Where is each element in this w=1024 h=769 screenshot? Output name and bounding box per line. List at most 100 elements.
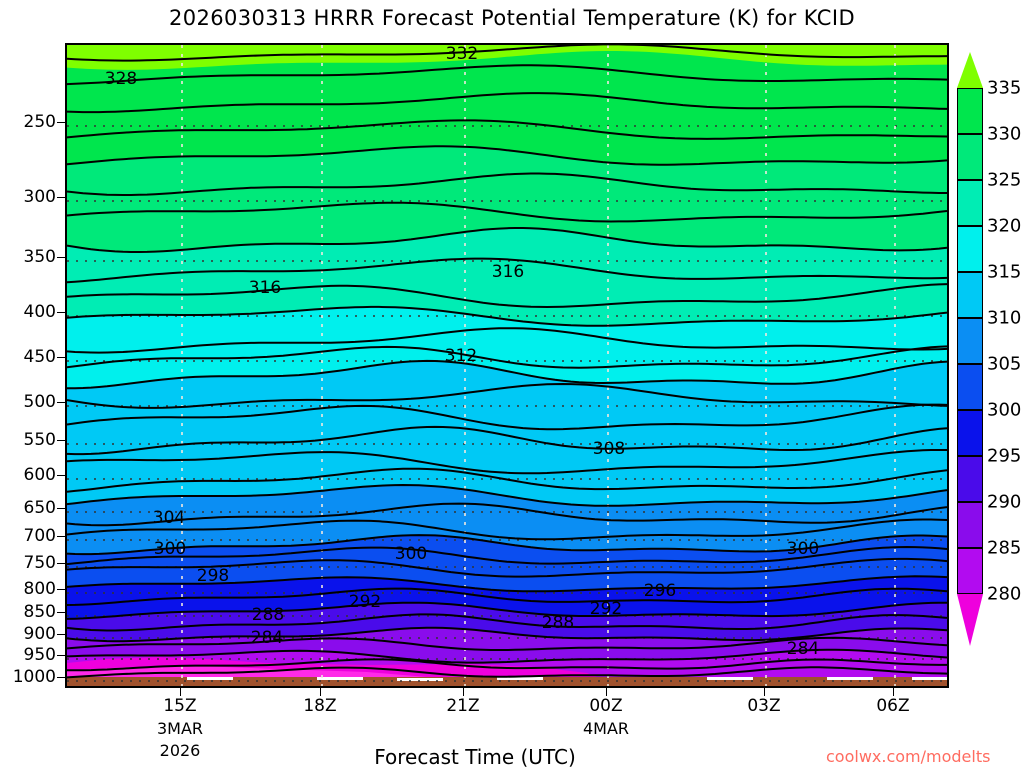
colorbar-tick-335: 335: [987, 77, 1022, 99]
contour-label-text: 312: [445, 346, 477, 366]
y-axis-tick-800: [57, 589, 65, 590]
contour-label-text: 304: [153, 508, 185, 528]
y-axis-label-850: 850: [23, 602, 56, 622]
y-axis-tick-450: [57, 357, 65, 358]
x-axis-label-15Z: 15Z: [163, 696, 197, 716]
contour-line-27: [67, 601, 947, 620]
contour-line-19: [67, 483, 947, 507]
page-title: 2026030313 HRRR Forecast Potential Tempe…: [168, 6, 856, 30]
y-axis-label-300: 300: [23, 187, 56, 207]
surface-gap-5: [827, 677, 873, 680]
colorbar-segment-290: [957, 502, 983, 548]
watermark: coolwx.com/modelts: [826, 747, 991, 766]
colorbar-segment-300: [957, 410, 983, 456]
contour-line-25: [67, 575, 947, 593]
contour-line-13: [67, 359, 947, 390]
contour-label-text: 296: [644, 581, 676, 601]
contour-line-28: [67, 613, 947, 632]
contour-label: 304: [153, 508, 185, 528]
colorbar-tick-285: 285: [987, 537, 1022, 559]
x-axis-tick-15Z: [180, 688, 181, 696]
y-axis-tick-600: [57, 475, 65, 476]
contour-label-text: 288: [252, 605, 284, 625]
contour-line-26: [67, 587, 947, 606]
contour-label-text: 300: [787, 539, 819, 559]
y-axis-tick-500: [57, 402, 65, 403]
contour-line-8: [67, 257, 947, 284]
x-axis-year: 2026: [159, 741, 201, 760]
terrain-band: [67, 677, 947, 686]
colorbar-tick-305: 305: [987, 353, 1022, 375]
colorbar-segment-325: [957, 180, 983, 226]
x-axis-tick-03Z: [764, 688, 765, 696]
y-axis-label-700: 700: [23, 526, 56, 546]
colorbar-tick-310: 310: [987, 307, 1022, 329]
contour-label-text: 292: [349, 592, 381, 612]
y-axis-tick-650: [57, 508, 65, 509]
contour-line-1: [67, 64, 947, 86]
contour-line-29: [67, 626, 947, 643]
x-axis-title: Forecast Time (UTC): [374, 745, 576, 769]
plot-area: 332 328 316 316 312 308 304 300 300 300 298 296 292 2…: [65, 43, 949, 688]
contour-line-11: [67, 327, 947, 354]
x-axis-label-18Z: 18Z: [303, 696, 337, 716]
contour-label: 300: [154, 539, 186, 559]
y-axis-label-550: 550: [23, 430, 56, 450]
contour-line-3: [67, 119, 947, 140]
contour-label: 316: [492, 262, 524, 282]
colorbar-segment-320: [957, 226, 983, 272]
y-axis-tick-950: [57, 655, 65, 656]
contour-label-text: 298: [197, 566, 229, 586]
x-axis-label-06Z: 06Z: [876, 696, 910, 716]
contour-plot: 332 328 316 316 312 308 304 300 300 300 298 296 292 2…: [67, 45, 947, 686]
colorbar-segment-305: [957, 364, 983, 410]
contour-line-10: [67, 305, 947, 327]
contour-label-text: 328: [105, 69, 137, 89]
contour-line-0: [67, 45, 947, 62]
x-axis-label-21Z: 21Z: [446, 696, 480, 716]
contour-label: 328: [105, 69, 137, 89]
x-axis-label-03Z: 03Z: [747, 696, 781, 716]
y-axis-tick-550: [57, 440, 65, 441]
contour-label-text: 284: [787, 639, 819, 659]
contour-line-12: [67, 345, 947, 369]
contour-line-22: [67, 534, 947, 556]
y-axis-tick-400: [57, 312, 65, 313]
y-axis-tick-350: [57, 257, 65, 258]
y-axis-label-600: 600: [23, 465, 56, 485]
contour-line-15: [67, 403, 947, 431]
contour-label-text: 332: [446, 45, 478, 64]
contour-label: 288: [542, 613, 574, 633]
contour-line-2: [67, 92, 947, 114]
colorbar-tick-300: 300: [987, 399, 1022, 421]
x-axis-date-4MAR: 4MAR: [582, 719, 630, 738]
surface-gap-6: [912, 677, 947, 680]
y-axis-tick-850: [57, 612, 65, 613]
x-axis-tick-21Z: [463, 688, 464, 696]
surface-gap-3: [497, 677, 543, 680]
contour-line-33: [67, 666, 947, 679]
y-axis-label-400: 400: [23, 302, 56, 322]
y-axis-tick-750: [57, 563, 65, 564]
contour-label: 292: [590, 599, 622, 619]
colorbar-segment-315: [957, 272, 983, 318]
contour-line-24: [67, 557, 947, 578]
colorbar-top-arrow: [957, 52, 983, 88]
contour-line-16: [67, 425, 947, 456]
contour-label: 284: [787, 639, 819, 659]
contour-line-18: [67, 467, 947, 493]
contour-line-20: [67, 502, 947, 527]
y-axis-tick-1000: [57, 677, 65, 678]
y-axis-tick-300: [57, 197, 65, 198]
colorbar-segment-310: [957, 318, 983, 364]
surface-gap-1: [317, 677, 363, 680]
colorbar-bottom-arrow: [957, 594, 983, 646]
contour-line-23: [67, 545, 947, 566]
contour-label-text: 316: [249, 278, 281, 298]
y-axis-label-950: 950: [23, 645, 56, 665]
contour-label: 300: [395, 544, 427, 564]
contour-line-14: [67, 382, 947, 409]
contour-label: 298: [197, 566, 229, 586]
contour-label-text: 292: [590, 599, 622, 619]
